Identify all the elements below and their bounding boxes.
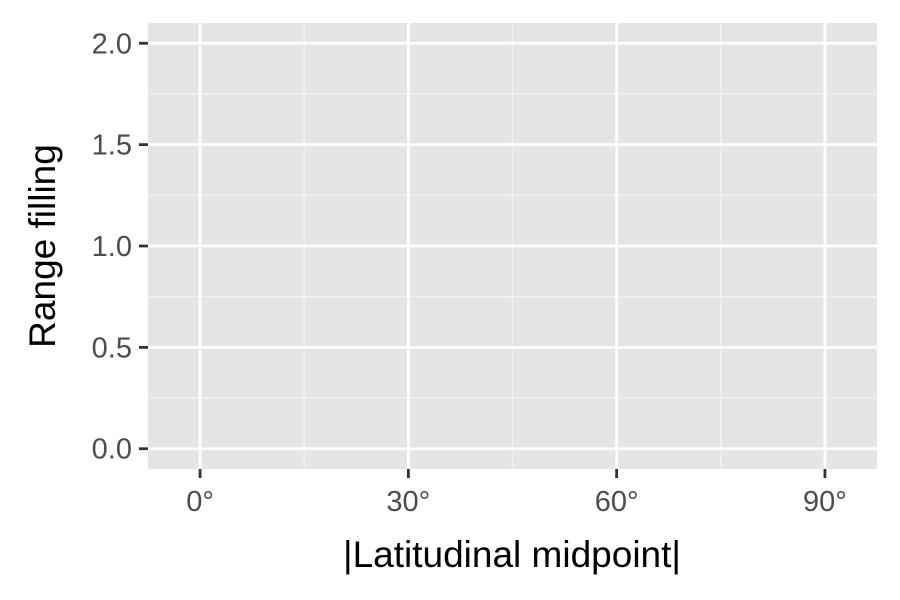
y-axis: 0.0 0.5 1.0 1.5 2.0 (92, 28, 148, 466)
x-axis: 0° 30° 60° 90° (186, 469, 847, 518)
x-tick-label: 60° (595, 486, 639, 518)
y-tick-label: 2.0 (92, 28, 132, 60)
y-tick-label: 0.0 (92, 434, 132, 466)
major-gridlines (148, 23, 877, 469)
y-tick-label: 1.5 (92, 130, 132, 162)
x-tick-label: 30° (386, 486, 430, 518)
y-tick-label: 1.0 (92, 231, 132, 263)
y-tick-label: 0.5 (92, 332, 132, 364)
y-axis-title: Range filling (22, 144, 63, 348)
x-tick-label: 0° (186, 486, 214, 518)
x-axis-title: |Latitudinal midpoint| (343, 534, 681, 575)
x-tick-label: 90° (803, 486, 847, 518)
